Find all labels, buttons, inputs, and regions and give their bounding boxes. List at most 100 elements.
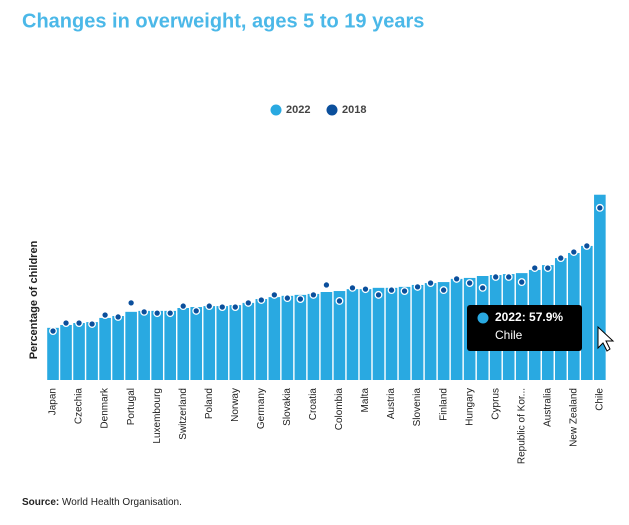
bar (86, 322, 98, 380)
legend-marker (326, 104, 338, 116)
x-tick-label: Denmark (100, 387, 111, 429)
dot (465, 279, 474, 287)
bar (320, 292, 333, 380)
dot (517, 278, 526, 287)
dot (491, 273, 500, 281)
dot (374, 290, 383, 299)
dot (426, 279, 435, 287)
bar (190, 307, 203, 380)
dot (452, 274, 461, 283)
bar (164, 310, 176, 380)
x-tick-label: Switzerland (178, 388, 189, 440)
dot (348, 283, 357, 292)
tooltip-box (467, 305, 582, 351)
legend-marker (270, 104, 282, 116)
bar (216, 306, 229, 380)
dot (387, 286, 396, 295)
bar (359, 289, 372, 380)
bar (112, 316, 124, 380)
bar (255, 299, 268, 380)
bar (281, 295, 294, 380)
dot (127, 298, 136, 307)
tooltip-marker (477, 312, 489, 324)
x-tick-label: Colombia (334, 388, 345, 431)
dot (335, 297, 344, 305)
dot (257, 296, 266, 304)
bar (60, 324, 72, 380)
bar (307, 293, 320, 380)
source-text: World Health Organisation. (62, 497, 182, 508)
y-axis-label: Percentage of children (28, 240, 40, 359)
x-tick-label: Slovakia (282, 388, 293, 426)
x-tick-label: Malta (360, 388, 371, 413)
bar (581, 245, 593, 380)
dot (270, 290, 279, 299)
dot (101, 311, 110, 319)
bar (99, 317, 111, 380)
dot (322, 281, 331, 289)
legend-label: 2022 (286, 104, 310, 116)
bar (242, 302, 255, 380)
source-label: Source: (22, 497, 59, 508)
dot (543, 264, 552, 272)
dot (309, 290, 318, 299)
x-tick-label: Germany (256, 388, 267, 429)
x-tick-label: Republic of Kor... (516, 388, 527, 464)
dot (556, 254, 565, 263)
dot (62, 319, 70, 327)
x-tick-label: Austria (386, 388, 397, 420)
dot (205, 302, 214, 311)
bar (437, 282, 450, 380)
dot (179, 302, 188, 311)
bar (73, 323, 85, 380)
bar (138, 310, 150, 380)
dot (478, 283, 487, 292)
x-tick-label: Chile (594, 388, 605, 411)
dot (413, 282, 422, 291)
bar (333, 291, 346, 380)
dot (88, 320, 97, 328)
dot (400, 287, 409, 295)
bar (346, 289, 359, 380)
x-tick-label: Slovenia (412, 388, 423, 427)
tooltip-category: Chile (495, 328, 523, 342)
bar (372, 287, 385, 380)
x-tick-label: Hungary (464, 388, 475, 426)
dot (114, 313, 123, 321)
dot (530, 264, 539, 272)
bar (229, 305, 242, 380)
dot (595, 203, 604, 212)
bar (177, 308, 190, 380)
dot (231, 303, 240, 311)
x-tick-label: Portugal (126, 388, 137, 425)
x-tick-label: Luxembourg (152, 388, 163, 444)
dot (75, 319, 83, 327)
dot (582, 241, 591, 250)
x-tick-label: Finland (438, 388, 449, 421)
dot (192, 306, 201, 315)
x-tick-label: Poland (204, 388, 215, 419)
bar (203, 306, 216, 380)
chart-title: Changes in overweight, ages 5 to 19 year… (22, 10, 424, 32)
bar (294, 294, 307, 380)
legend-label: 2018 (342, 104, 366, 116)
bar (151, 310, 163, 380)
bar (411, 284, 424, 380)
x-tick-label: New Zealand (568, 388, 579, 447)
cursor (597, 325, 615, 352)
bar (385, 287, 398, 380)
bar (268, 297, 281, 380)
bar (125, 311, 137, 380)
bar (424, 283, 437, 380)
source: Source: World Health Organisation. (22, 497, 182, 508)
dot (153, 309, 162, 318)
bar (450, 278, 463, 380)
x-tick-label: Czechia (74, 388, 85, 425)
x-tick-label: Croatia (308, 388, 319, 421)
tooltip-label: 2022: 57.9% (495, 310, 563, 324)
x-tick-label: Japan (48, 388, 59, 415)
bar (594, 194, 606, 380)
dot (569, 248, 578, 256)
dot (504, 273, 513, 281)
